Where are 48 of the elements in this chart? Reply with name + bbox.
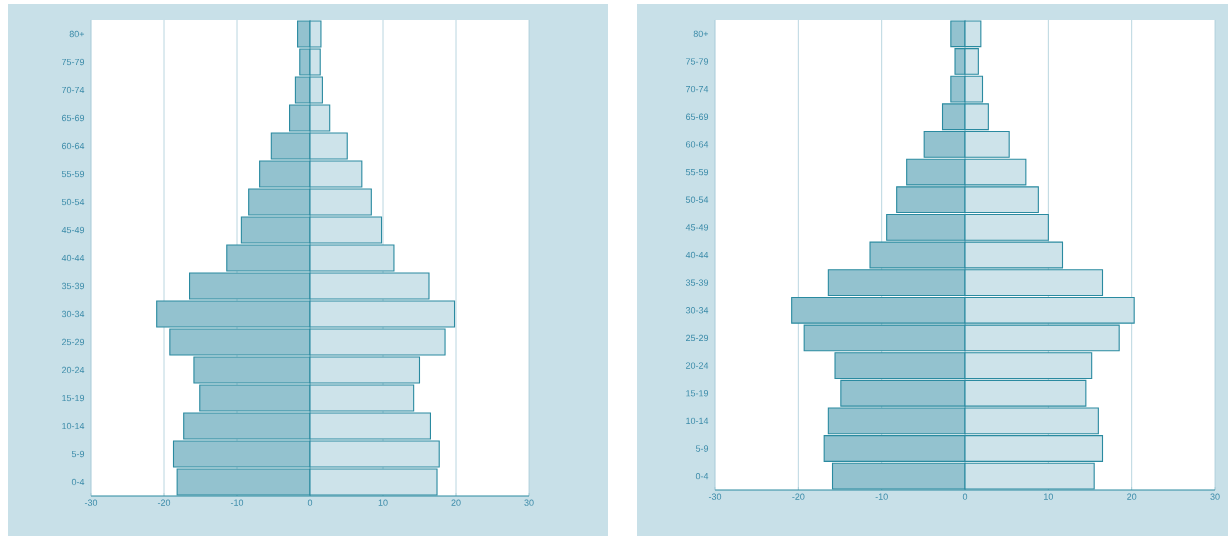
- x-tick-label: -30: [708, 493, 722, 500]
- x-tick-label: -20: [157, 499, 171, 506]
- y-tick-label: 25-29: [62, 338, 85, 346]
- y-tick-label: 30-34: [61, 310, 85, 318]
- y-tick-label: 5-9: [695, 445, 709, 452]
- y-tick-label: 55-59: [685, 168, 709, 176]
- y-tick-label: 15-19: [686, 390, 709, 397]
- x-tick-label: -10: [875, 493, 888, 500]
- y-tick-label: 0-4: [695, 473, 709, 480]
- x-tick-label: 10: [1044, 493, 1053, 500]
- y-tick-label: 30-34: [685, 307, 709, 314]
- y-tick-label: 25-29: [686, 334, 709, 342]
- y-tick-label: 75-79: [62, 58, 85, 66]
- y-tick-label: 15-19: [62, 394, 85, 402]
- y-tick-label: 50-54: [61, 198, 85, 206]
- y-tick-label: 45-49: [61, 226, 85, 234]
- y-tick-label: 40-44: [61, 254, 85, 262]
- x-tick-label: -10: [230, 499, 244, 506]
- x-tick-label: 0: [307, 499, 313, 506]
- x-tick-label: -30: [84, 499, 98, 506]
- y-tick-label: 5-9: [71, 450, 85, 458]
- y-tick-label: 35-39: [685, 279, 709, 286]
- x-tick-label: 0: [962, 493, 968, 500]
- y-tick-label: 80+: [693, 30, 709, 37]
- y-tick-label: 70-74: [62, 86, 85, 94]
- x-tick-label: 10: [378, 499, 388, 506]
- y-tick-label: 55-59: [61, 170, 85, 178]
- x-tick-label: -20: [792, 493, 805, 500]
- y-tick-label: 45-49: [685, 224, 709, 231]
- y-tick-label: 60-64: [686, 141, 709, 148]
- y-tick-label: 20-24: [62, 366, 85, 374]
- x-tick-label: 20: [1127, 493, 1137, 500]
- y-tick-label: 40-44: [685, 251, 709, 259]
- y-tick-label: 70-74: [686, 85, 709, 93]
- y-tick-label: 50-54: [685, 196, 709, 203]
- y-tick-label: 10-14: [686, 417, 709, 425]
- x-tick-label: 30: [524, 499, 534, 506]
- y-tick-label: 80+: [69, 30, 85, 38]
- y-tick-label: 60-64: [62, 142, 85, 150]
- y-tick-label: 10-14: [62, 422, 85, 430]
- y-tick-label: 35-39: [61, 282, 85, 290]
- y-tick-label: 65-69: [686, 113, 709, 120]
- x-tick-label: 20: [451, 499, 461, 506]
- y-tick-label: 75-79: [686, 58, 709, 65]
- y-tick-label: 20-24: [686, 362, 709, 369]
- x-tick-label: 30: [1210, 493, 1220, 500]
- y-tick-label: 65-69: [62, 114, 85, 122]
- y-tick-label: 0-4: [71, 478, 85, 486]
